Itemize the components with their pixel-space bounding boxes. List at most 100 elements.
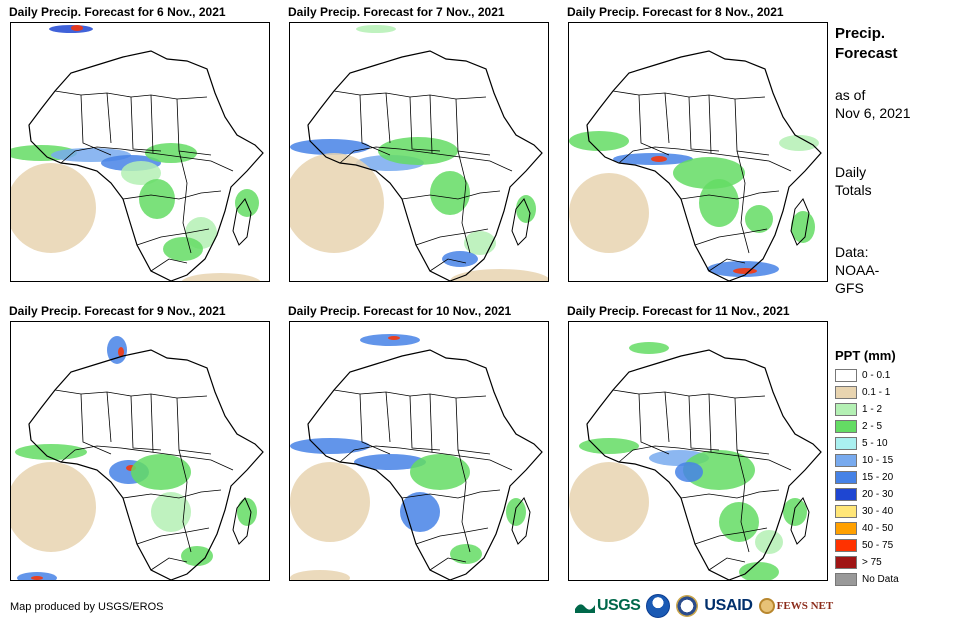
country-border xyxy=(736,449,750,553)
country-border xyxy=(122,489,222,499)
side-heading: Precip. Forecast xyxy=(835,24,898,64)
forecast-map-nov10 xyxy=(289,321,549,581)
forecast-map-nov7 xyxy=(289,22,549,282)
forecast-panel-nov8: Daily Precip. Forecast for 8 Nov., 2021 xyxy=(567,5,828,282)
country-border xyxy=(106,391,112,443)
precip-area xyxy=(290,570,350,580)
forecast-panel-nov10: Daily Precip. Forecast for 10 Nov., 2021 xyxy=(288,304,549,581)
fews-net-logo: FEWS NET xyxy=(758,598,833,614)
country-border xyxy=(150,258,188,272)
precip-area xyxy=(739,562,779,580)
country-border xyxy=(60,146,234,172)
legend-swatch xyxy=(835,539,857,552)
legend-item: 1 - 2 xyxy=(835,401,899,418)
country-border xyxy=(680,489,780,499)
side-data-line3: GFS xyxy=(835,280,864,296)
legend-item: 20 - 30 xyxy=(835,486,899,503)
country-border xyxy=(638,94,670,156)
country-border xyxy=(80,94,112,156)
country-border xyxy=(736,150,750,254)
precip-area xyxy=(569,462,649,542)
continent-outline xyxy=(307,50,543,281)
country-border xyxy=(618,146,792,172)
panel-title: Daily Precip. Forecast for 8 Nov., 2021 xyxy=(567,5,784,19)
precip-area xyxy=(733,268,757,274)
fews-globe-icon xyxy=(758,598,775,614)
legend: PPT (mm) 0 - 0.1 0.1 - 1 1 - 2 2 - 5 5 - 10 1… xyxy=(835,348,899,588)
country-border xyxy=(339,445,513,471)
precip-area xyxy=(290,139,370,155)
legend-label: 50 - 75 xyxy=(862,540,894,551)
precip-area xyxy=(151,492,191,532)
legend-swatch xyxy=(835,488,857,501)
precip-area xyxy=(121,161,161,185)
precip-area xyxy=(11,163,96,253)
precip-area xyxy=(450,544,482,564)
legend-title: PPT (mm) xyxy=(835,348,896,363)
country-border xyxy=(80,393,112,455)
country-border xyxy=(359,393,391,455)
precip-area xyxy=(783,498,807,526)
forecast-panel-nov11: Daily Precip. Forecast for 11 Nov., 2021 xyxy=(567,304,828,581)
country-border xyxy=(130,395,162,451)
precip-area xyxy=(11,462,96,552)
precip-area xyxy=(683,450,755,490)
side-as-of-line2: Nov 6, 2021 xyxy=(835,105,911,121)
side-heading-line1: Precip. xyxy=(835,25,886,42)
legend-label: 2 - 5 xyxy=(862,421,883,432)
legend-label: 1 - 2 xyxy=(862,404,883,415)
country-border xyxy=(178,150,192,254)
panel-title: Daily Precip. Forecast for 6 Nov., 2021 xyxy=(9,5,226,19)
country-border xyxy=(694,527,768,545)
country-border xyxy=(122,190,222,200)
africa-map xyxy=(11,25,264,281)
legend-swatch xyxy=(835,573,857,586)
map-credit: Map produced by USGS/EROS xyxy=(10,601,164,613)
country-border xyxy=(130,96,162,152)
country-border xyxy=(457,150,471,254)
country-border xyxy=(176,397,212,455)
legend-swatch xyxy=(835,505,857,518)
country-border xyxy=(638,393,670,455)
forecast-map-nov8 xyxy=(568,22,828,282)
legend-item: 0.1 - 1 xyxy=(835,384,899,401)
precip-area xyxy=(118,347,124,357)
precip-area xyxy=(356,25,396,33)
legend-swatch xyxy=(835,471,857,484)
side-as-of-line1: as of xyxy=(835,87,866,103)
legend-swatch xyxy=(835,556,857,569)
precip-area xyxy=(755,530,783,554)
country-border xyxy=(680,190,780,200)
country-border xyxy=(385,92,391,144)
country-border xyxy=(429,94,433,154)
usaid-seal-icon xyxy=(676,595,699,617)
logo-bar: USGS USAID FEWS NET xyxy=(575,594,833,618)
precip-area xyxy=(107,336,127,364)
legend-item: 2 - 5 xyxy=(835,418,899,435)
legend-swatch xyxy=(835,369,857,382)
legend-label: No Data xyxy=(862,574,899,585)
legend-label: 15 - 20 xyxy=(862,472,894,483)
side-totals: Daily Totals xyxy=(835,163,872,199)
legend-item: 5 - 10 xyxy=(835,435,899,452)
forecast-map-nov6 xyxy=(10,22,270,282)
forecast-panel-nov9: Daily Precip. Forecast for 9 Nov., 2021 xyxy=(9,304,270,581)
country-border xyxy=(429,258,467,272)
usgs-logo-text: USGS xyxy=(597,597,641,614)
legend-item: 10 - 15 xyxy=(835,452,899,469)
panel-title: Daily Precip. Forecast for 9 Nov., 2021 xyxy=(9,304,226,318)
forecast-panel-nov6: Daily Precip. Forecast for 6 Nov., 2021 xyxy=(9,5,270,282)
side-totals-line1: Daily xyxy=(835,164,867,180)
africa-map xyxy=(569,50,822,281)
legend-item: 15 - 20 xyxy=(835,469,899,486)
country-border xyxy=(415,228,489,246)
country-border xyxy=(401,489,501,499)
legend-item: No Data xyxy=(835,571,899,588)
panel-title: Daily Precip. Forecast for 10 Nov., 2021 xyxy=(288,304,512,318)
madagascar-outline xyxy=(511,497,531,545)
legend-label: 5 - 10 xyxy=(862,438,888,449)
country-border xyxy=(106,92,112,144)
country-border xyxy=(708,258,746,272)
legend-label: 40 - 50 xyxy=(862,523,894,534)
forecast-map-nov9 xyxy=(10,321,270,581)
